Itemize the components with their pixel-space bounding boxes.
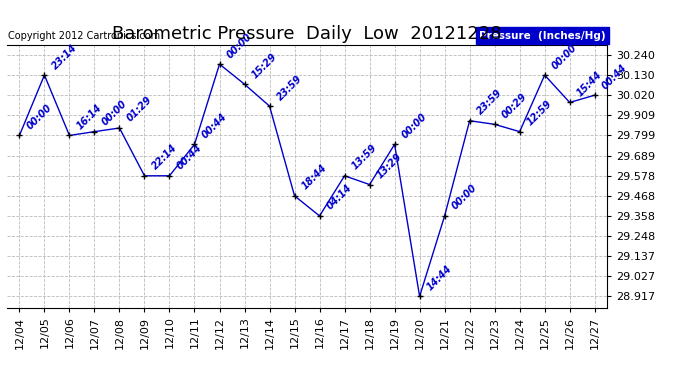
Text: 13:59: 13:59 bbox=[350, 143, 379, 172]
Text: 00:44: 00:44 bbox=[200, 111, 229, 140]
Text: 14:44: 14:44 bbox=[425, 263, 454, 292]
Text: 00:00: 00:00 bbox=[100, 99, 129, 128]
Text: 00:00: 00:00 bbox=[550, 42, 579, 71]
Text: 18:44: 18:44 bbox=[300, 163, 329, 192]
Text: 00:44: 00:44 bbox=[600, 62, 629, 91]
Text: 00:00: 00:00 bbox=[400, 111, 429, 140]
Text: 04:14: 04:14 bbox=[325, 183, 354, 212]
Text: 00:00: 00:00 bbox=[225, 31, 254, 60]
Text: 23:59: 23:59 bbox=[475, 88, 504, 117]
Title: Barometric Pressure  Daily  Low  20121228: Barometric Pressure Daily Low 20121228 bbox=[112, 26, 502, 44]
Text: 15:44: 15:44 bbox=[575, 69, 604, 98]
Text: 13:29: 13:29 bbox=[375, 152, 404, 180]
Text: 22:14: 22:14 bbox=[150, 143, 179, 172]
Text: 01:29: 01:29 bbox=[125, 95, 154, 124]
Text: 00:00: 00:00 bbox=[25, 102, 54, 131]
Text: Copyright 2012 Cartronics.com: Copyright 2012 Cartronics.com bbox=[8, 31, 160, 40]
Text: 23:14: 23:14 bbox=[50, 42, 79, 71]
Text: 00:29: 00:29 bbox=[500, 91, 529, 120]
Text: 15:29: 15:29 bbox=[250, 51, 279, 80]
Text: 12:59: 12:59 bbox=[525, 99, 554, 128]
Text: 00:00: 00:00 bbox=[450, 183, 479, 212]
Text: 16:14: 16:14 bbox=[75, 102, 104, 131]
Text: 00:44: 00:44 bbox=[175, 143, 204, 172]
Text: Pressure  (Inches/Hg): Pressure (Inches/Hg) bbox=[480, 31, 606, 40]
Text: 23:59: 23:59 bbox=[275, 73, 304, 102]
